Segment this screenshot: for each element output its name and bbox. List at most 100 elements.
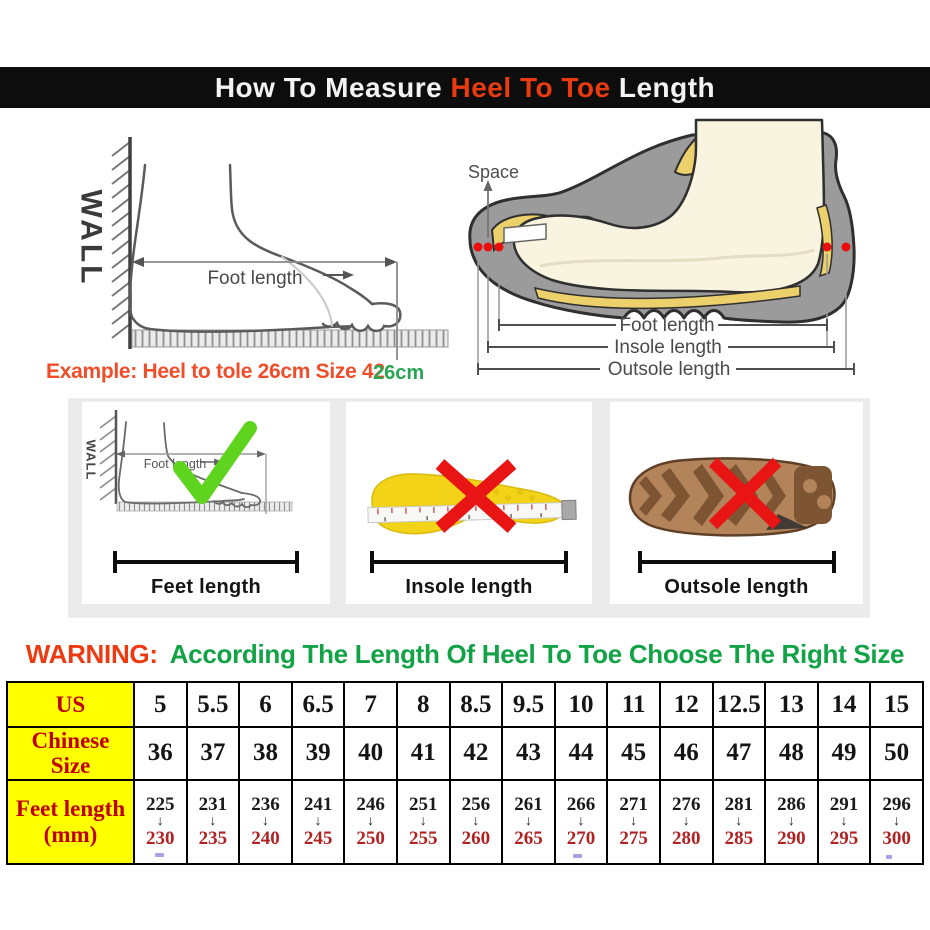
guide-lines — [477, 254, 847, 369]
feet-length-from: 291 — [829, 794, 859, 816]
measure-bracket — [113, 551, 299, 573]
small-arrow-icon — [343, 270, 354, 280]
feet-length-to: 300 — [882, 828, 911, 850]
us-size-cell: 9.5 — [501, 681, 556, 728]
down-arrow-icon: ↓ — [735, 814, 743, 830]
floor-ruler — [131, 329, 449, 348]
us-size-cell: 12 — [658, 681, 714, 728]
feet-length-from: 246 — [356, 794, 385, 816]
warning-message: According The Length Of Heel To Toe Choo… — [169, 639, 905, 669]
feet-length-to: 240 — [251, 828, 280, 850]
heel-lining — [816, 204, 833, 278]
tape-end-tab — [561, 499, 577, 521]
wall-hatching — [99, 415, 117, 501]
us-size-cell: 15 — [869, 681, 924, 728]
chinese-size-row: Chinese Size 36 37 38 39 40 41 42 43 44 45 46 47 48 4… — [6, 726, 924, 781]
foot-measure-diagram: WALL Foot length — [75, 137, 449, 360]
feet-length-from: 286 — [777, 794, 806, 816]
feet-length-from: 236 — [251, 794, 280, 816]
arrow-right-icon — [257, 450, 266, 458]
chinese-size-cell: 45 — [606, 726, 661, 781]
us-size-cell: 12.5 — [711, 681, 767, 728]
chinese-size-cell: 37 — [185, 726, 241, 781]
methods-panel: WALL Foot length — [68, 398, 870, 618]
arrow-left-icon — [116, 450, 125, 458]
us-size-cell: 10 — [553, 681, 609, 728]
feet-length-to: 275 — [619, 828, 648, 850]
space-arrow-icon — [483, 180, 493, 191]
outsole-length-label: Outsole length — [608, 359, 731, 380]
down-arrow-icon: ↓ — [314, 814, 322, 830]
down-arrow-icon: ↓ — [787, 814, 795, 830]
insole-diagram — [367, 459, 577, 535]
feet-length-from: 296 — [882, 794, 911, 816]
outsole-shape — [628, 457, 836, 537]
feet-length-from: 241 — [303, 794, 333, 816]
wall-label: WALL — [75, 190, 108, 287]
shoe-foot-length-label: Foot length — [619, 315, 714, 336]
feet-length-cell: 231 ↓ 235 — [185, 778, 241, 865]
chinese-size-row-header: Chinese Size — [6, 726, 135, 781]
chinese-size-cell: 39 — [290, 726, 346, 781]
down-arrow-icon: ↓ — [209, 814, 217, 830]
measuring-tape — [367, 499, 577, 524]
us-row-header: US — [6, 681, 135, 728]
chinese-size-cell: 38 — [238, 726, 293, 781]
feet-length-cell: 281 ↓ 285 — [711, 778, 767, 865]
us-size-cell: 8.5 — [448, 681, 504, 728]
measure-bracket — [637, 551, 836, 573]
method-card-feet-length: WALL Foot length — [82, 402, 330, 604]
size-chart-table: US 5 5.5 6 6.5 7 8 8.5 9.5 10 11 12 12.5 13 14 15 Chin… — [6, 681, 924, 865]
feet-length-cell: 246 ↓ 250 — [343, 778, 398, 865]
feet-length-to: 230 — [146, 828, 175, 850]
compression-artifact — [155, 853, 164, 857]
insole-strip — [533, 285, 801, 310]
us-size-cell: 5 — [133, 681, 188, 728]
cross-icon — [708, 457, 782, 530]
feet-length-cell: 276 ↓ 280 — [658, 778, 714, 865]
down-arrow-icon: ↓ — [840, 814, 848, 830]
down-arrow-icon: ↓ — [893, 814, 901, 830]
feet-length-to: 280 — [671, 828, 701, 850]
feet-length-cell: 256 ↓ 260 — [448, 778, 504, 865]
feet-length-row-header: Feet length (mm) — [6, 778, 135, 865]
feet-length-to: 290 — [777, 828, 806, 850]
down-arrow-icon: ↓ — [156, 814, 164, 830]
title-highlight: Heel To Toe — [450, 71, 611, 103]
warning-prefix: WARNING: — [25, 639, 158, 669]
feet-length-cell: 261 ↓ 265 — [501, 778, 556, 865]
us-size-cell: 7 — [343, 681, 398, 728]
down-arrow-icon: ↓ — [577, 814, 585, 830]
feet-length-cell: 286 ↓ 290 — [764, 778, 819, 865]
measure-bracket — [370, 551, 568, 573]
wall-label: WALL — [84, 440, 99, 481]
feet-length-from: 225 — [146, 794, 175, 816]
feet-length-from: 281 — [724, 794, 754, 816]
us-size-cell: 11 — [606, 681, 661, 728]
feet-length-to: 270 — [566, 828, 596, 850]
method-label: Feet length — [151, 576, 261, 598]
feet-length-diagram: WALL Foot length — [84, 410, 293, 514]
warning-line: WARNING: According The Length Of Heel To … — [0, 639, 930, 670]
feet-length-from: 271 — [619, 794, 648, 816]
check-icon — [173, 421, 257, 504]
feet-length-row: Feet length (mm) 225 ↓ 230 231 ↓ 235 236 ↓ 240 24… — [6, 778, 924, 865]
chinese-size-cell: 41 — [395, 726, 451, 781]
feet-length-from: 251 — [409, 794, 438, 816]
feet-length-to: 265 — [514, 828, 543, 850]
example-text: Example: Heel to tole 26cm Size 42 — [46, 360, 385, 383]
measurement-lines — [477, 319, 855, 375]
feet-length-cell: 241 ↓ 245 — [290, 778, 346, 865]
feet-length-to: 235 — [198, 828, 228, 850]
method-card-outsole-length: Outsole length — [610, 402, 863, 604]
outsole-diagram — [628, 457, 836, 537]
method-card-insole-length: Insole length — [346, 402, 592, 604]
foot-length-label: Foot length — [207, 268, 302, 289]
foot-shading — [539, 248, 815, 268]
title-suffix: Length — [610, 71, 716, 103]
chinese-size-cell: 46 — [658, 726, 714, 781]
us-size-cell: 13 — [764, 681, 819, 728]
feet-length-to: 260 — [461, 828, 491, 850]
us-size-cell: 6.5 — [290, 681, 346, 728]
down-arrow-icon: ↓ — [419, 814, 427, 830]
